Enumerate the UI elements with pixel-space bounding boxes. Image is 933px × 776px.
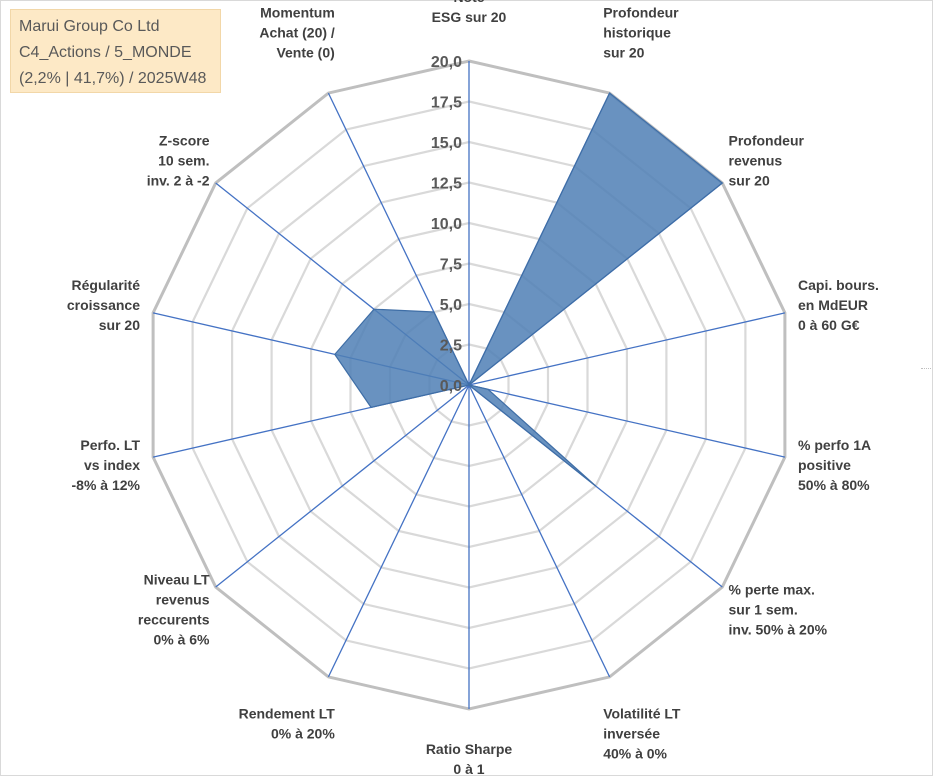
axis-label-line: 0 à 60 G€ [798,317,860,333]
axis-label-line: Z-score [159,133,210,149]
axis-label-10: Perfo. LT vs index -8% à 12% [72,437,141,493]
axis-label-4: % perfo 1A positive 50% à 80% [798,437,871,493]
axis-label-line: sur 20 [729,173,770,189]
axis-label-line: inversée [603,725,660,741]
axis-label-line: revenus [729,153,783,169]
axis-label-line: Momentum [260,5,335,21]
axis-label-12: Z-score 10 sem. inv. 2 à -2 [147,133,210,189]
tick-label-8: 20,0 [431,54,462,71]
axis-label-line: 0 à 1 [453,761,484,776]
axis-label-line: Capi. bours. [798,277,879,293]
axis-label-line: -8% à 12% [72,477,141,493]
series-area-0 [334,92,724,487]
axis-spoke-6 [468,384,611,678]
axis-spoke-8 [327,384,470,678]
axis-label-line: revenus [156,592,210,608]
axis-label-13: Momentum Achat (20) / Vente (0) [259,5,335,61]
axis-label-line: Note [453,0,484,5]
tick-label-3: 7,5 [440,257,462,274]
radar-series [334,92,724,487]
axis-label-line: Profondeur [603,5,679,21]
tick-label-5: 12,5 [431,176,462,193]
axis-label-line: vs index [84,457,140,473]
axis-spoke-3 [468,312,786,386]
axis-label-line: historique [603,25,671,41]
tick-label-4: 10,0 [431,216,462,233]
axis-label-0: Note ESG sur 20 [432,0,507,25]
axis-label-line: Achat (20) / [259,25,335,41]
axis-label-line: Rendement LT [239,705,336,721]
axis-label-line: ESG sur 20 [432,9,507,25]
radar-tick-labels: 0,0 2,5 5,0 7,5 10,0 12,5 15,0 17,5 20,0 [431,54,462,395]
axis-label-7: Ratio Sharpe 0 à 1 [426,741,513,776]
tick-label-1: 2,5 [440,338,462,355]
axis-label-line: % perte max. [729,582,815,598]
axis-label-line: sur 20 [603,45,644,61]
radar-axis-labels: Note ESG sur 20 Profondeur historique sur 20… [67,0,879,776]
axis-label-line: positive [798,457,851,473]
performance-week: (2,2% | 41,7%) / 2025W48 [19,70,207,87]
axis-label-line: % perfo 1A [798,437,871,453]
axis-spoke-9 [215,384,470,588]
axis-label-line: 40% à 0% [603,745,667,761]
axis-label-line: Niveau LT [144,572,210,588]
axis-label-11: Régularité croissance sur 20 [67,277,140,333]
axis-label-line: sur 1 sem. [729,602,798,618]
axis-label-line: croissance [67,297,140,313]
tick-label-0: 0,0 [440,378,462,395]
axis-label-5: % perte max. sur 1 sem. inv. 50% à 20% [729,582,828,638]
axis-label-line: Vente (0) [276,45,334,61]
axis-label-line: Régularité [72,277,141,293]
tick-label-6: 15,0 [431,135,462,152]
axis-spoke-4 [468,384,786,458]
axis-label-6: Volatilité LT inversée 40% à 0% [603,705,681,761]
axis-label-line: Profondeur [729,133,805,149]
axis-label-line: inv. 2 à -2 [147,173,210,189]
tick-label-2: 5,0 [440,297,462,314]
axis-label-line: Perfo. LT [80,437,140,453]
axis-label-line: 10 sem. [158,153,209,169]
axis-label-line: 0% à 20% [271,725,335,741]
axis-label-line: Volatilité LT [603,705,681,721]
axis-label-2: Profondeur revenus sur 20 [729,133,805,189]
axis-label-line: 0% à 6% [153,632,210,648]
category-path: C4_Actions / 5_MONDE [19,44,192,61]
edge-dotted-mark [921,368,931,370]
title-box: Marui Group Co Ltd C4_Actions / 5_MONDE … [10,9,221,93]
axis-label-line: inv. 50% à 20% [729,622,828,638]
axis-label-3: Capi. bours. en MdEUR 0 à 60 G€ [798,277,879,333]
tick-label-7: 17,5 [431,95,462,112]
axis-label-9: Niveau LT revenus reccurents 0% à 6% [138,572,210,648]
axis-label-line: 50% à 80% [798,477,870,493]
axis-label-1: Profondeur historique sur 20 [603,5,679,61]
axis-label-line: reccurents [138,612,210,628]
axis-label-8: Rendement LT 0% à 20% [239,705,336,741]
axis-label-line: en MdEUR [798,297,868,313]
axis-label-line: Ratio Sharpe [426,741,513,757]
axis-label-line: sur 20 [99,317,140,333]
company-name: Marui Group Co Ltd [19,18,160,35]
